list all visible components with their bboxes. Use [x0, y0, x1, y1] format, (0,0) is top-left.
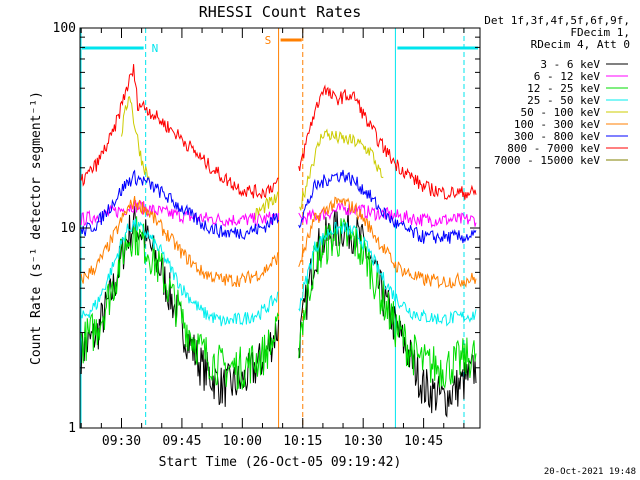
timestamp: 20-Oct-2021 19:48: [544, 467, 636, 477]
info-line: RDecim 4, Att 0: [531, 38, 630, 51]
series-line-7: [298, 84, 477, 201]
night-label: N: [152, 42, 159, 55]
y-axis-label: Count Rate (s⁻¹ detector segment⁻¹): [29, 91, 44, 365]
saa-interval: S: [265, 28, 304, 428]
x-tick-label: 09:45: [162, 434, 201, 449]
x-tick-label: 10:45: [404, 434, 443, 449]
series-line-3: [298, 221, 477, 327]
series-line-2: [80, 216, 280, 391]
y-tick-label: 10: [60, 221, 76, 236]
legend: Det 1f,3f,4f,5f,6f,9f,FDecim 1,RDecim 4,…: [484, 14, 630, 167]
x-tick-label: 10:30: [344, 434, 383, 449]
x-tick-label: 10:00: [223, 434, 262, 449]
night-intervals: N: [80, 28, 478, 428]
chart-title: RHESSI Count Rates: [199, 3, 362, 21]
legend-label: 7000 - 15000 keV: [494, 154, 600, 167]
info-line: FDecim 1,: [570, 26, 630, 39]
series-line-7: [80, 64, 279, 199]
series-line-4: [254, 191, 280, 220]
y-tick-label: 1: [68, 421, 76, 436]
series-line-3: [80, 218, 279, 327]
legend-label: 50 - 100 keV: [521, 106, 601, 119]
saa-label: S: [265, 34, 272, 47]
x-tick-label: 09:30: [102, 434, 141, 449]
series-line-2: [298, 217, 477, 389]
series-line-4: [299, 128, 384, 211]
y-axis: 1 10 100: [53, 21, 480, 436]
x-axis-label: Start Time (26-Oct-05 09:19:42): [159, 455, 402, 470]
series-line-1: [80, 199, 280, 228]
x-tick-label: 10:15: [283, 434, 322, 449]
series-line-1: [298, 200, 477, 229]
series-line-5: [80, 196, 279, 288]
series-line-4: [121, 96, 151, 183]
legend-label: 12 - 25 keV: [527, 82, 600, 95]
series-line-5: [298, 196, 477, 289]
plot-frame: [79, 27, 481, 429]
legend-label: 100 - 300 keV: [514, 118, 600, 131]
legend-label: 3 - 6 keV: [540, 58, 600, 71]
legend-label: 6 - 12 keV: [534, 70, 601, 83]
series-line-6: [298, 169, 477, 244]
info-line: Det 1f,3f,4f,5f,6f,9f,: [484, 14, 630, 27]
series-line-0: [298, 208, 477, 418]
y-tick-label: 100: [53, 21, 76, 36]
series-line-6: [80, 169, 280, 240]
legend-label: 300 - 800 keV: [514, 130, 600, 143]
x-axis: 09:30 09:45 10:00 10:15 10:30 10:45: [80, 28, 465, 449]
series-lines: [80, 64, 477, 418]
legend-label: 800 - 7000 keV: [507, 142, 600, 155]
legend-label: 25 - 50 keV: [527, 94, 600, 107]
